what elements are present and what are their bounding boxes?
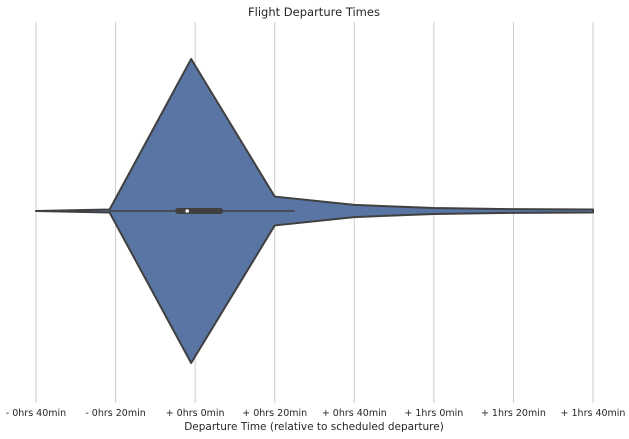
x-tick-labels: - 0hrs 40min - 0hrs 20min + 0hrs 0min + 0hr… xyxy=(6,408,626,419)
x-tick-label-5: + 1hrs 0min xyxy=(404,408,463,419)
iqr-box xyxy=(175,208,223,214)
median-marker xyxy=(185,209,189,213)
x-tick-label-4: + 0hrs 40min xyxy=(322,408,387,419)
chart-title: Flight Departure Times xyxy=(248,5,380,19)
x-tick-label-7: + 1hrs 40min xyxy=(561,408,626,419)
inner-box xyxy=(109,208,295,214)
x-tick-label-2: + 0hrs 0min xyxy=(166,408,225,419)
x-tick-label-6: + 1hrs 20min xyxy=(481,408,546,419)
x-tick-label-0: - 0hrs 40min xyxy=(6,408,66,419)
x-axis-label: Departure Time (relative to scheduled de… xyxy=(184,421,444,433)
violin-body xyxy=(35,58,594,364)
x-tick-label-3: + 0hrs 20min xyxy=(242,408,307,419)
x-tick-label-1: - 0hrs 20min xyxy=(85,408,145,419)
